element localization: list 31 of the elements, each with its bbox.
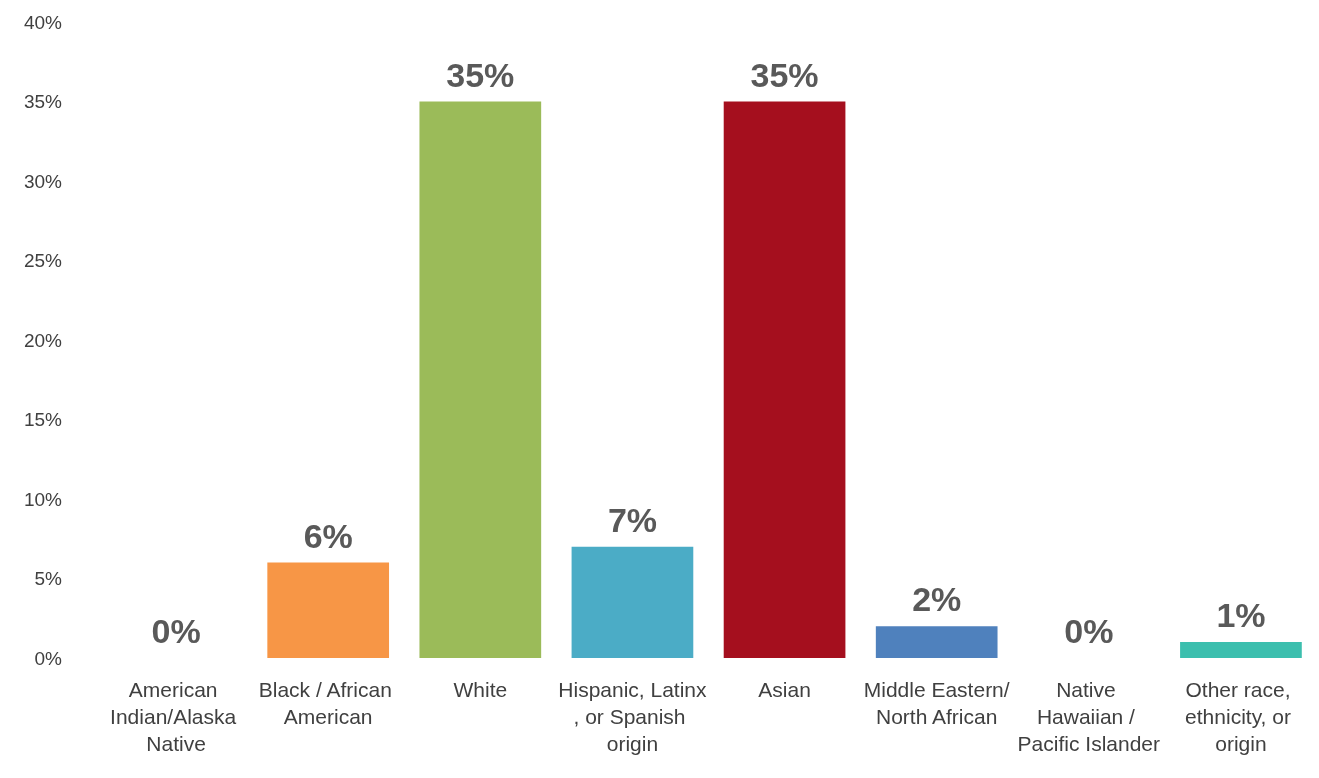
y-tick-label: 15% (23, 409, 63, 430)
bar (723, 101, 846, 658)
bar (571, 546, 694, 658)
data-label: 7% (607, 500, 658, 539)
data-label: 2% (912, 580, 962, 619)
data-label: 35% (750, 55, 819, 94)
y-tick-label: 25% (23, 250, 63, 271)
y-tick-label: 10% (23, 488, 63, 510)
x-tick-label: White (453, 678, 508, 701)
bar (1180, 642, 1302, 658)
y-tick-label: 5% (34, 568, 63, 589)
bar (267, 562, 390, 658)
x-tick-label: American Indian/Alaska Native (110, 678, 243, 755)
x-tick-label: Black / African American (258, 678, 398, 728)
bar (875, 626, 998, 658)
y-tick-label: 35% (23, 91, 63, 112)
y-tick-label: 40% (23, 11, 63, 33)
data-label: 0% (1064, 612, 1114, 650)
y-tick-label: 0% (34, 647, 63, 669)
y-tick-label: 20% (23, 329, 63, 351)
data-label: 0% (151, 612, 201, 650)
bar (419, 101, 542, 658)
x-tick-label: Native Hawaiian / Pacific Islander (1017, 678, 1161, 755)
y-tick-label: 30% (23, 170, 63, 192)
x-tick-label: Middle Eastern/North African (863, 678, 1010, 728)
data-label: 1% (1216, 596, 1266, 635)
x-tick-label: Asian (758, 678, 811, 701)
data-label: 35% (446, 55, 515, 94)
data-label: 6% (303, 516, 353, 555)
x-tick-label: Other race, ethnicity, or origin (1185, 678, 1297, 755)
x-tick-label: Hispanic, Latinx, or Spanish origin (558, 678, 708, 755)
